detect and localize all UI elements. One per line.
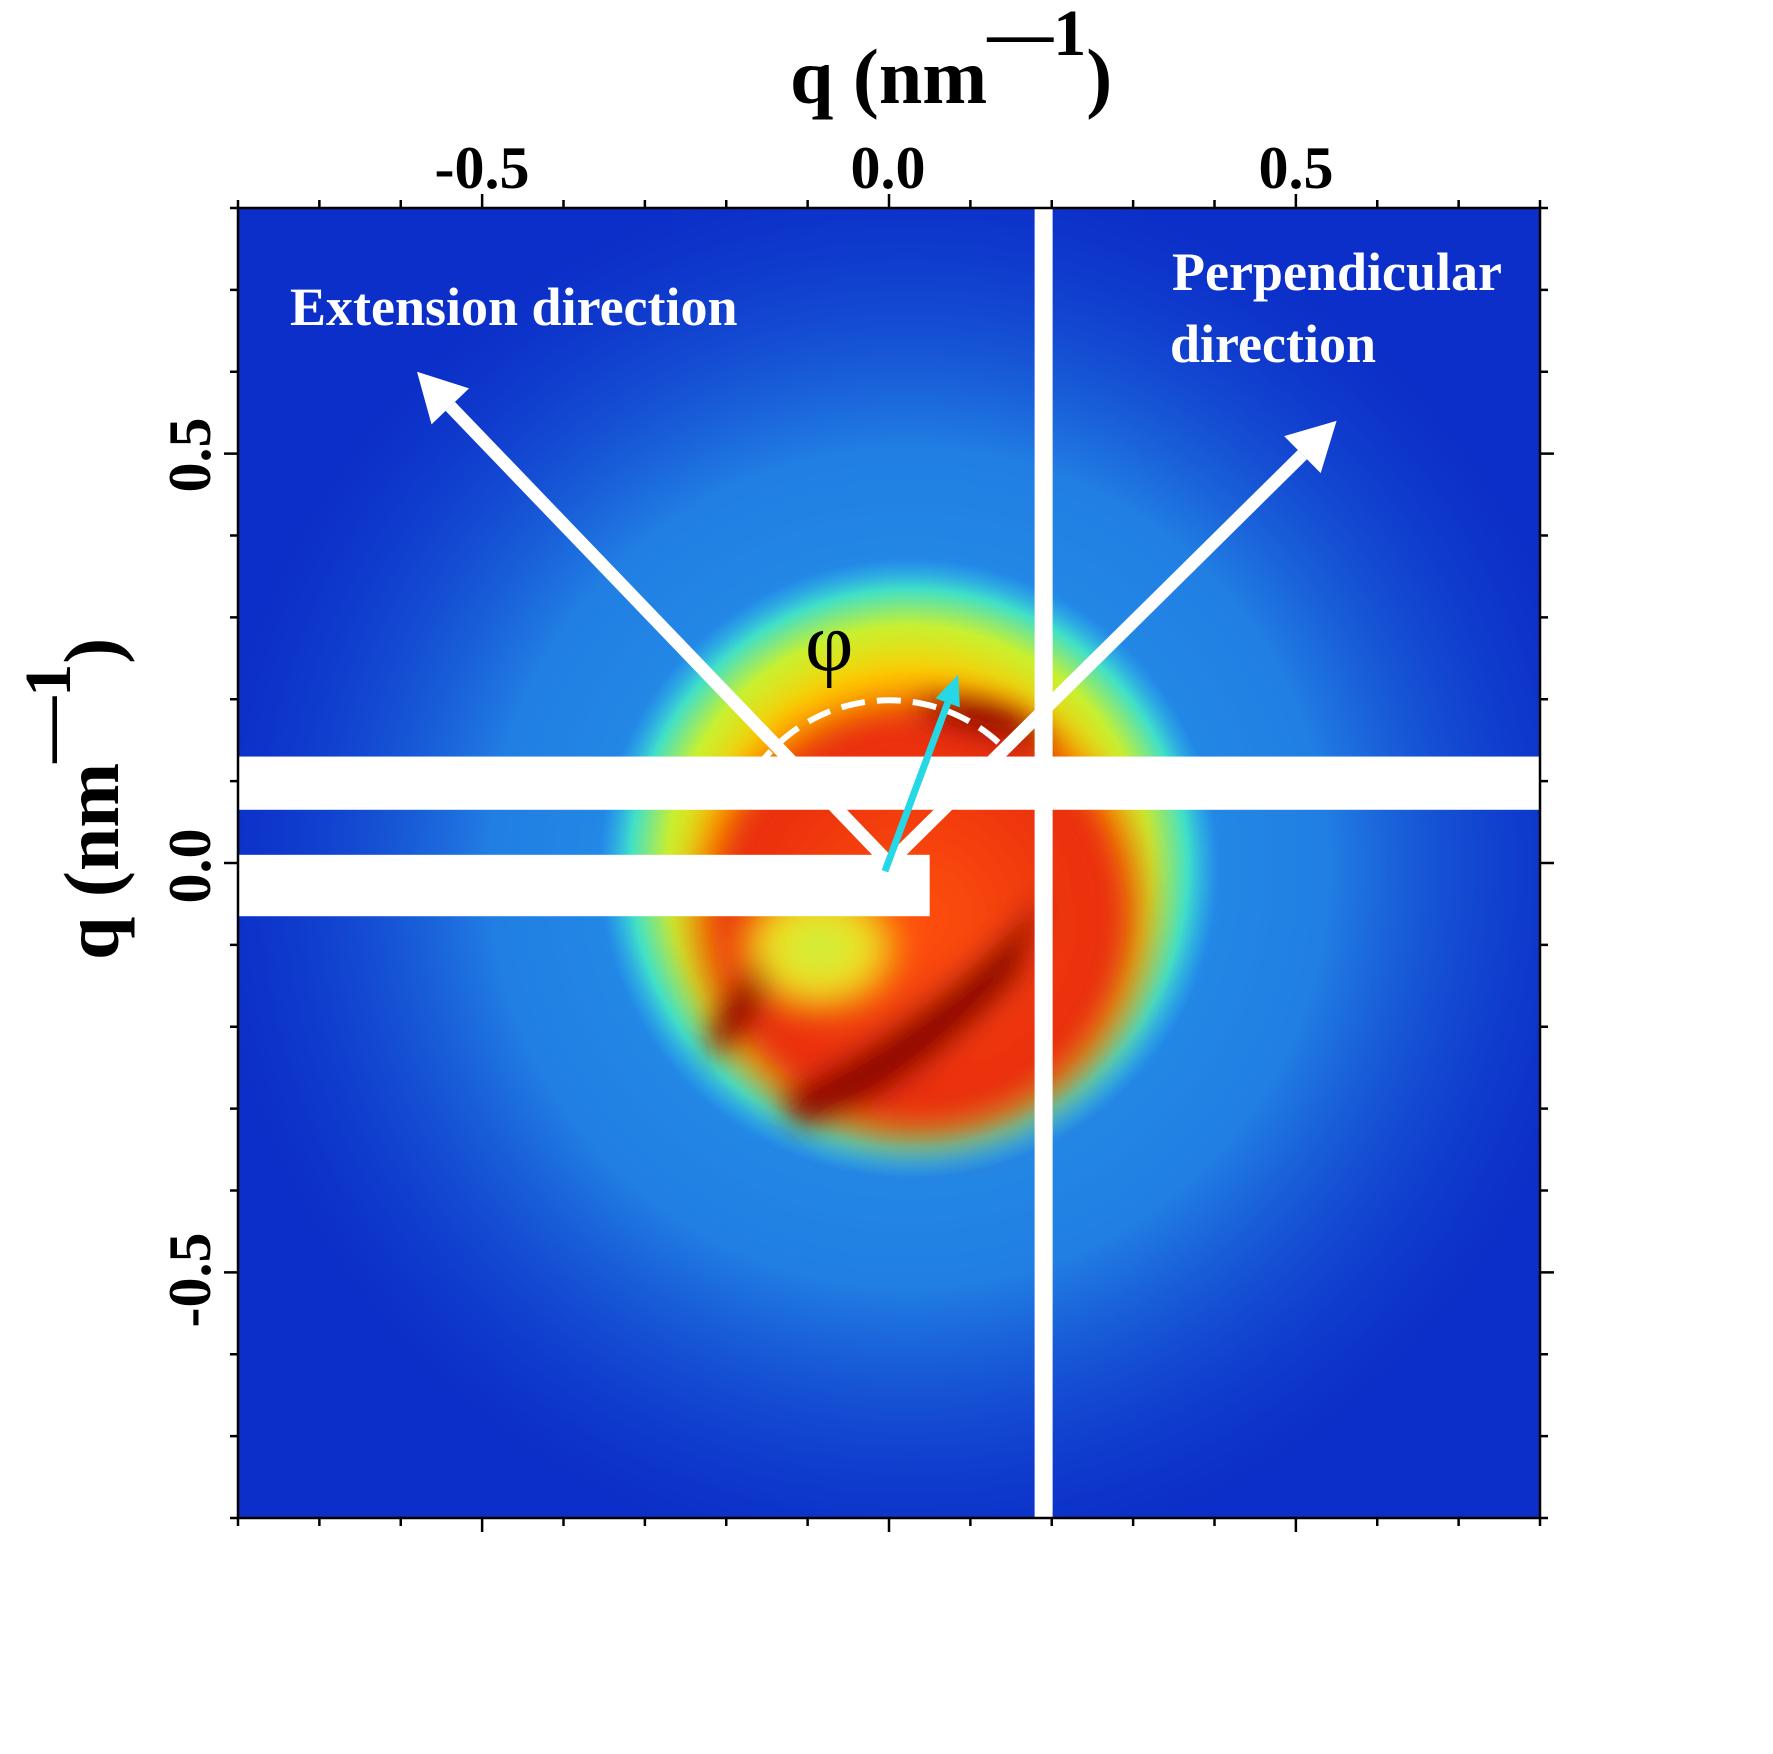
y-axis-title: q (nm—1) bbox=[12, 638, 135, 960]
y-axis: 0.5 0.0 -0.5 q (nm—1) bbox=[12, 418, 223, 1328]
perpendicular-direction-label-line2: direction bbox=[1170, 314, 1376, 374]
perpendicular-direction-label-line1: Perpendicular bbox=[1172, 242, 1502, 302]
beamstop-bar-upper bbox=[238, 756, 1540, 810]
y-axis-label-main: q (nm bbox=[48, 763, 135, 960]
perpendicular-arrowhead bbox=[1284, 420, 1337, 474]
x-axis: -0.5 0.0 0.5 q (nm—1) bbox=[435, 0, 1334, 201]
y-tick-label: 0.0 bbox=[157, 829, 223, 904]
x-tick-label: -0.5 bbox=[435, 135, 530, 201]
x-tick-label: 0.5 bbox=[1259, 135, 1334, 201]
phi-angle-arc bbox=[753, 697, 1007, 772]
beamstop-bar-lower bbox=[238, 854, 930, 917]
phi-vector-arrow bbox=[881, 701, 951, 873]
phi-angle-label: φ bbox=[805, 596, 853, 689]
y-axis-label-close: ) bbox=[48, 638, 135, 664]
perpendicular-direction-arrow bbox=[884, 449, 1307, 868]
extension-direction-label: Extension direction bbox=[290, 277, 738, 337]
axis-ticks bbox=[224, 194, 1554, 1532]
y-tick-label: 0.5 bbox=[157, 418, 223, 493]
y-axis-label-superscript: —1 bbox=[12, 664, 85, 764]
extension-direction-arrow bbox=[445, 401, 894, 868]
y-tick-label: -0.5 bbox=[157, 1233, 223, 1328]
scattering-pattern: Extension direction Perpendicular direct… bbox=[238, 208, 1540, 1518]
intensity-lobe-lower bbox=[779, 888, 1049, 1128]
x-axis-title: q (nm—1) bbox=[790, 0, 1112, 120]
phi-vector-arrowhead bbox=[935, 674, 960, 708]
x-tick-label: 0.0 bbox=[851, 135, 926, 201]
extension-arrowhead bbox=[417, 371, 470, 425]
x-axis-label-main: q (nm bbox=[790, 33, 987, 120]
detector-gap-line bbox=[1034, 208, 1053, 1518]
x-axis-label-superscript: —1 bbox=[986, 0, 1086, 70]
x-axis-label-close: ) bbox=[1086, 33, 1112, 120]
